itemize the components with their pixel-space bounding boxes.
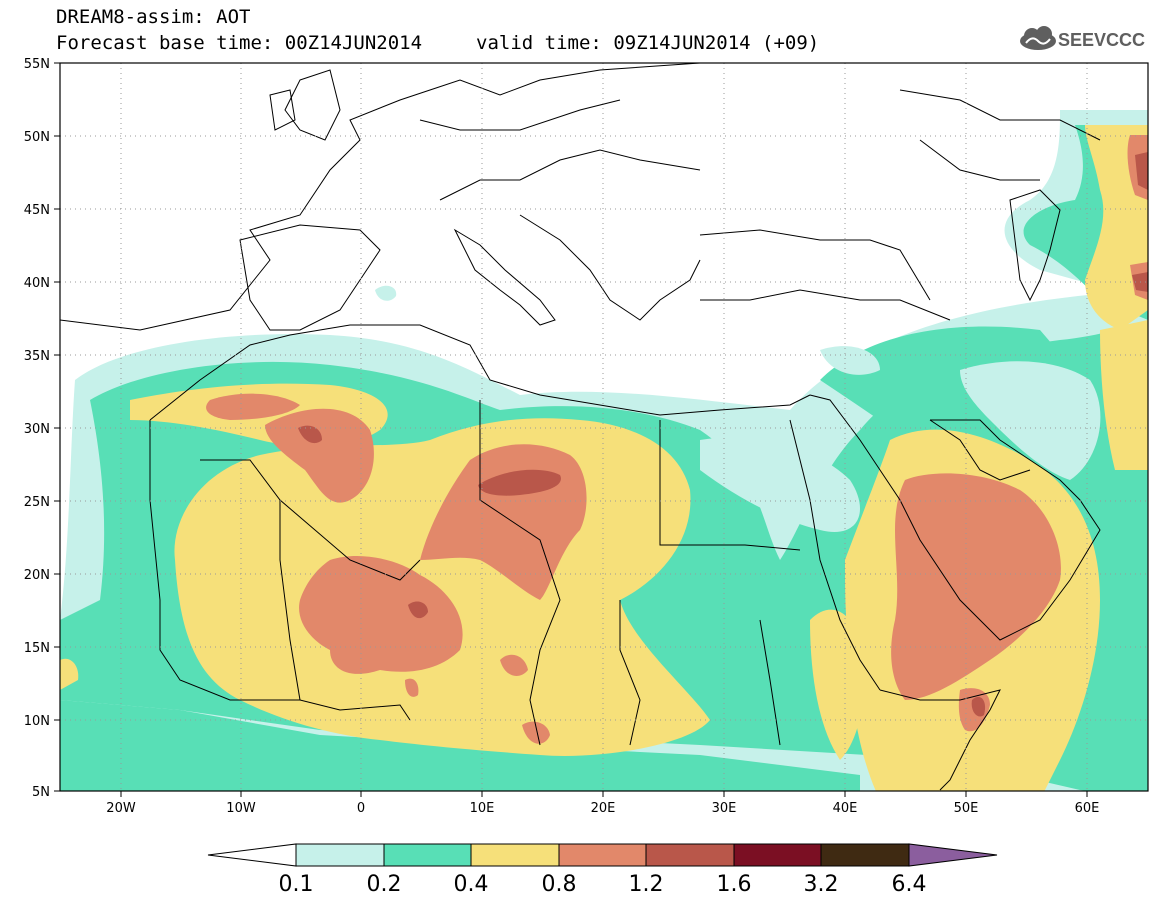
colorbar-segment	[733, 843, 822, 867]
lon-tick-label: 30E	[712, 801, 737, 816]
lat-tick-label: 45N	[24, 203, 50, 218]
aot-1.2-region	[298, 152, 1148, 717]
map-subtitle: Forecast base time: 00Z14JUN2014 valid ti…	[56, 32, 819, 54]
colorbar-segment	[820, 843, 910, 867]
colorbar-segment	[295, 843, 385, 867]
colorbar-label: 3.2	[803, 872, 839, 897]
colorbar-label: 1.6	[716, 872, 752, 897]
colorbar-segment	[383, 843, 472, 867]
valid-time: valid time: 09Z14JUN2014 (+09)	[476, 32, 820, 54]
lat-tick-label: 15N	[24, 641, 50, 656]
lon-tick-label: 20W	[106, 801, 136, 816]
field-layer	[60, 63, 1148, 791]
cloud-icon	[1020, 26, 1056, 50]
axis-ticks	[54, 62, 1088, 797]
lat-tick-label: 5N	[32, 785, 50, 800]
colorbar-over-arrow	[908, 843, 998, 867]
forecast-base-time: Forecast base time: 00Z14JUN2014	[56, 32, 423, 54]
lat-tick-label: 55N	[24, 57, 50, 72]
lon-tick-label: 10E	[470, 801, 495, 816]
colorbar-label: 0.4	[453, 872, 489, 897]
lon-tick-label: 50E	[954, 801, 979, 816]
colorbar-label: 0.1	[278, 872, 314, 897]
longitude-labels: 20W 10W 0 10E 20E 30E 40E 50E 60E	[106, 801, 1099, 816]
lat-tick-label: 10N	[24, 714, 50, 729]
colorbar-label: 0.2	[366, 872, 402, 897]
lon-tick-label: 10W	[226, 801, 256, 816]
lat-tick-label: 20N	[24, 568, 50, 583]
coastlines	[60, 63, 1101, 791]
map-frame	[59, 62, 1149, 792]
lat-tick-label: 25N	[24, 495, 50, 510]
lon-tick-label: 40E	[833, 801, 858, 816]
colorbar-segment	[645, 843, 735, 867]
colorbar-segment	[470, 843, 560, 867]
colorbar-segment	[558, 843, 647, 867]
lat-tick-label: 30N	[24, 422, 50, 437]
colorbar-label: 0.8	[541, 872, 577, 897]
seevccc-logo: SEEVCCC	[1020, 26, 1145, 50]
colorbar-label: 1.2	[628, 872, 664, 897]
map-title: DREAM8-assim: AOT	[56, 6, 251, 28]
lon-tick-label: 20E	[591, 801, 616, 816]
colorbar-label: 6.4	[891, 872, 927, 897]
lat-tick-label: 50N	[24, 130, 50, 145]
lon-tick-label: 60E	[1075, 801, 1100, 816]
logo-text: SEEVCCC	[1058, 30, 1145, 50]
latitude-labels: 55N 50N 45N 40N 35N 30N 25N 20N 15N 10N …	[24, 57, 50, 800]
colorbar	[207, 843, 998, 867]
lat-tick-label: 35N	[24, 349, 50, 364]
lon-tick-label: 0	[357, 801, 365, 816]
colorbar-under-arrow	[207, 843, 297, 867]
aot-0.1-patch	[700, 346, 1101, 532]
lat-tick-label: 40N	[24, 276, 50, 291]
